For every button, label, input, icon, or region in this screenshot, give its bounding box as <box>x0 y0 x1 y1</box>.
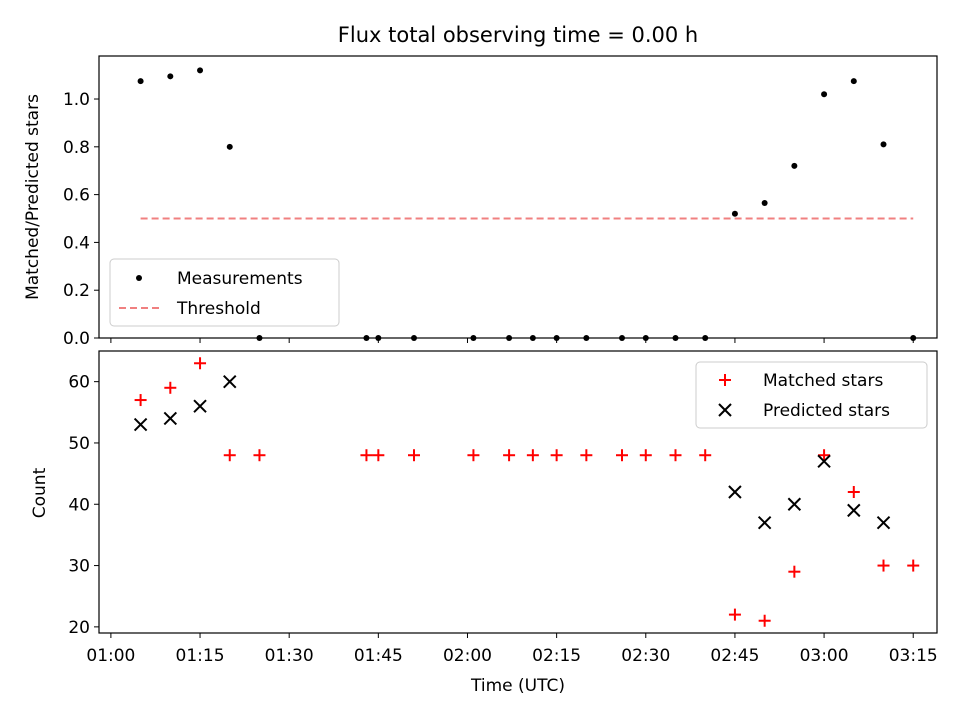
top-axes-frame <box>98 55 938 339</box>
x-tick-label: 01:00 <box>86 646 135 666</box>
legend-matched-label: Matched stars <box>763 371 883 391</box>
matched-star-point <box>467 449 480 462</box>
x-tick-label: 02:30 <box>621 646 670 666</box>
matched-star-point <box>728 608 741 621</box>
matched-star-point <box>699 449 712 462</box>
bottom-axes-frame <box>98 350 938 634</box>
matched-star-point <box>580 449 593 462</box>
matched-star-point <box>788 565 801 578</box>
x-tick-label: 02:45 <box>710 646 759 666</box>
legend-matched-marker <box>719 374 731 386</box>
legend-threshold-label: Threshold <box>176 299 261 319</box>
bottom-y-axis-label: Count <box>30 467 50 518</box>
predicted-star-point <box>847 503 861 518</box>
matched-star-point <box>134 394 147 407</box>
matched-star-point <box>194 357 207 370</box>
predicted-star-point <box>133 417 148 432</box>
predicted-star-point <box>163 411 178 426</box>
top-legend-box <box>109 258 340 327</box>
predicted-star-point <box>223 374 237 389</box>
matched-star-point <box>223 449 236 462</box>
matched-star-point <box>758 614 771 627</box>
bottom-plot-area: 20 30 40 50 60 01:00 01:15 01:30 01:45 02:00 02:15… <box>68 357 938 666</box>
bottom-y-tick-label: 20 <box>68 618 90 638</box>
matched-star-point <box>639 449 652 462</box>
legend-measurements-marker <box>136 275 142 281</box>
predicted-star-point <box>817 454 831 469</box>
bottom-y-tick-label: 50 <box>68 434 90 454</box>
bottom-y-tick-label: 40 <box>68 495 90 515</box>
top-y-axis-label: Matched/Predicted stars <box>23 94 43 300</box>
measurement-point <box>761 199 768 206</box>
bottom-legend: Matched stars Predicted stars <box>695 361 928 429</box>
top-y-tick-label: 0.8 <box>63 138 90 158</box>
top-y-tick-label: 0.2 <box>63 281 90 301</box>
matched-star-point <box>526 449 539 462</box>
x-tick-label: 02:00 <box>443 646 492 666</box>
legend-predicted-label: Predicted stars <box>763 401 890 421</box>
x-tick-label: 03:00 <box>800 646 849 666</box>
legend-measurements-label: Measurements <box>177 269 303 289</box>
bottom-y-tick-label: 60 <box>68 373 90 393</box>
legend-predicted-marker <box>718 403 732 417</box>
top-y-tick-label: 0.6 <box>63 186 90 206</box>
x-tick-label: 01:15 <box>176 646 225 666</box>
matched-star-point <box>550 449 563 462</box>
matched-star-point <box>360 449 373 462</box>
top-plot-area: 0.0 0.2 0.4 0.6 0.8 1.0 <box>63 67 917 349</box>
matched-star-point <box>877 559 890 572</box>
top-y-tick-label: 0.4 <box>63 233 90 253</box>
predicted-star-point <box>193 399 207 413</box>
matched-star-point <box>669 449 682 462</box>
x-tick-label: 01:45 <box>354 646 403 666</box>
measurement-point <box>731 210 738 217</box>
predicted-star-point <box>787 497 802 511</box>
x-axis-label: Time (UTC) <box>470 676 565 696</box>
matched-star-point <box>164 381 177 394</box>
bottom-panel: 20 30 40 50 60 01:00 01:15 01:30 01:45 02:00 02:15… <box>30 350 938 696</box>
matched-star-point <box>847 486 860 498</box>
measurement-point <box>821 91 828 98</box>
predicted-star-point <box>876 515 891 530</box>
top-y-tick-label: 1.0 <box>63 90 90 110</box>
predicted-star-point <box>728 485 742 499</box>
matched-star-point <box>253 449 266 462</box>
matched-star-point <box>372 449 385 462</box>
x-tick-label: 02:15 <box>532 646 581 666</box>
top-panel: Flux total observing time = 0.00 h 0.00.… <box>23 23 938 349</box>
matched-star-point <box>616 449 629 462</box>
bottom-legend-box <box>695 361 928 429</box>
measurement-point <box>850 78 857 85</box>
measurement-point <box>226 143 233 150</box>
bottom-y-tick-label: 30 <box>68 557 90 577</box>
x-tick-label: 01:30 <box>265 646 314 666</box>
matched-star-point <box>907 559 920 572</box>
measurement-point <box>167 73 174 80</box>
measurement-point <box>880 141 887 148</box>
measurement-point <box>137 78 144 85</box>
measurement-point <box>791 162 798 169</box>
chart-title: Flux total observing time = 0.00 h <box>338 23 698 47</box>
matched-star-point <box>818 449 831 462</box>
top-legend: Measurements Threshold <box>109 258 340 327</box>
top-y-tick-label: 0.0 <box>63 329 90 349</box>
x-tick-label: 03:15 <box>889 646 938 666</box>
matched-star-point <box>407 449 420 462</box>
measurement-point <box>197 67 204 74</box>
predicted-star-point <box>757 515 772 530</box>
matched-star-point <box>503 449 516 462</box>
